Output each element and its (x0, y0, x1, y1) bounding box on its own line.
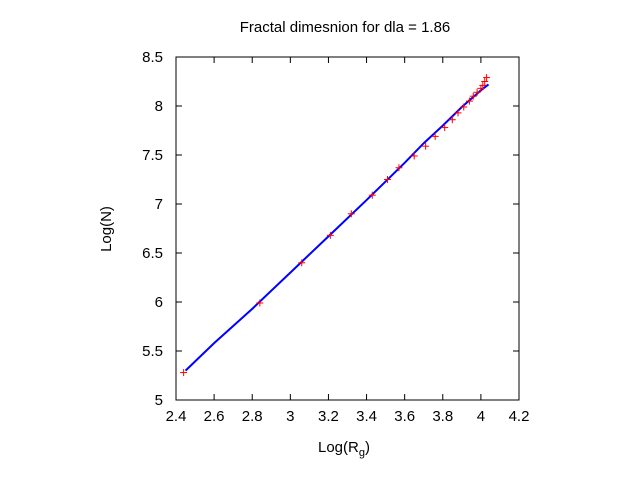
data-point (422, 142, 430, 150)
x-tick-label: 3.4 (356, 408, 377, 425)
x-tick-label: 2.6 (204, 408, 225, 425)
x-tick-label: 3.6 (394, 408, 415, 425)
data-point (469, 92, 477, 100)
data-point (473, 88, 481, 96)
y-tick-label: 6 (155, 294, 163, 311)
y-tick-label: 7.5 (142, 147, 163, 164)
x-tick-label: 3.8 (432, 408, 453, 425)
plot-frame (175, 56, 520, 401)
chart-title: Fractal dimesnion for dla = 1.86 (240, 19, 451, 36)
x-tick-label: 3 (286, 408, 294, 425)
x-tick-label: 4 (477, 408, 485, 425)
data-point (460, 103, 468, 111)
data-point (479, 81, 487, 89)
data-point (347, 210, 355, 218)
axis-ticks: 2.4 2.6 2.8 3 3.2 3.4 3.6 3.8 4 4.2 5 5.5 6 6.5 7 7.5 8 8… (142, 49, 529, 425)
x-tick-label: 4.2 (509, 408, 530, 425)
y-tick-label: 8 (155, 98, 163, 115)
fit-line (184, 83, 490, 372)
data-point (395, 164, 403, 172)
data-point (441, 124, 449, 132)
y-tick-label: 5 (155, 392, 163, 409)
data-point (368, 191, 376, 199)
x-tick-label: 2.4 (166, 408, 187, 425)
data-point (483, 74, 491, 82)
series-group (180, 74, 491, 377)
data-point (481, 78, 489, 85)
x-axis-label-close: ) (365, 439, 370, 456)
data-point (454, 109, 462, 117)
x-axis-label: Log(Rg) (318, 439, 370, 459)
data-point (431, 132, 439, 140)
data-point (410, 152, 418, 160)
data-point (180, 369, 188, 377)
data-point (256, 299, 264, 307)
data-point (465, 97, 473, 105)
data-point (384, 176, 392, 183)
y-tick-label: 6.5 (142, 245, 163, 262)
data-point (326, 231, 334, 239)
y-tick-label: 8.5 (142, 49, 163, 66)
y-axis-label: Log(N) (98, 206, 115, 252)
x-axis-label-main: Log(R (318, 439, 359, 456)
data-point (298, 259, 306, 267)
x-tick-label: 3.2 (318, 408, 339, 425)
data-point (448, 116, 456, 124)
x-tick-label: 2.8 (242, 408, 263, 425)
y-tick-label: 7 (155, 196, 163, 213)
x-axis-label-sub: g (359, 447, 365, 459)
y-tick-label: 5.5 (142, 343, 163, 360)
